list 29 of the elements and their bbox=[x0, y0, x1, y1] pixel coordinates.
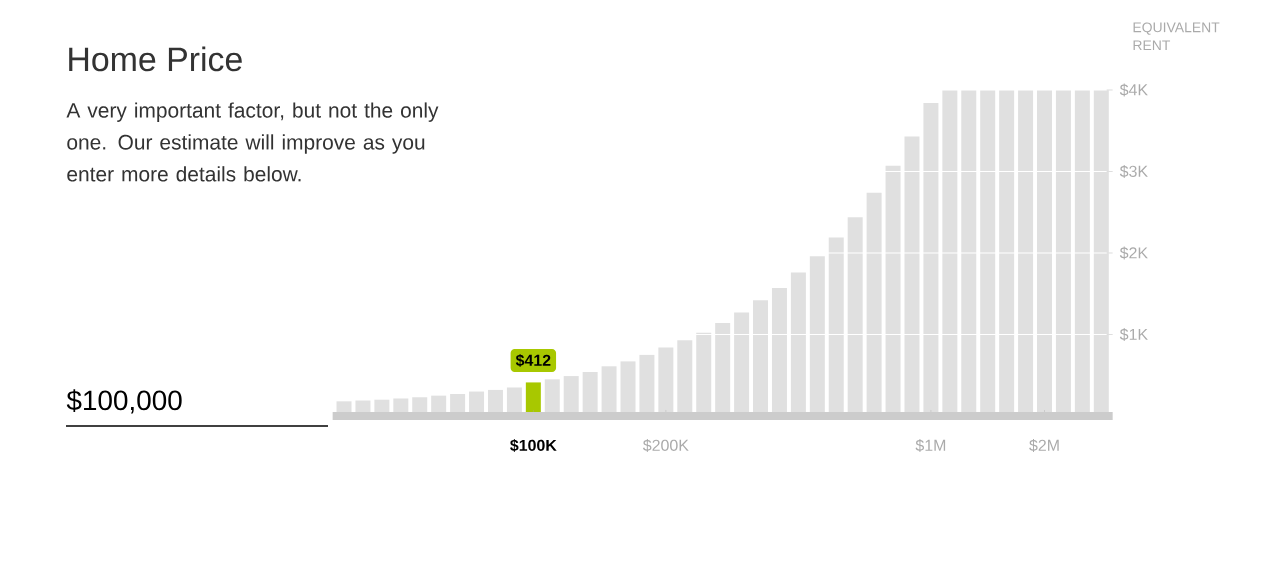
bar bbox=[658, 347, 674, 416]
bar bbox=[771, 288, 787, 416]
bar bbox=[544, 379, 560, 416]
bar bbox=[790, 272, 806, 416]
bar bbox=[601, 366, 617, 416]
bar bbox=[847, 217, 863, 416]
bar bbox=[961, 89, 977, 416]
bar bbox=[999, 89, 1015, 416]
bar bbox=[809, 256, 825, 416]
bar bbox=[677, 340, 693, 416]
bar bbox=[753, 300, 769, 416]
bar bbox=[828, 237, 844, 416]
text: $100,000 bbox=[66, 389, 182, 414]
text: A very important factor, but not the only one. Our estimate will improve as you enter more details below. bbox=[66, 102, 439, 182]
bar bbox=[1018, 89, 1034, 416]
bar bbox=[866, 192, 882, 416]
bar bbox=[1037, 89, 1053, 416]
bar bbox=[715, 323, 731, 416]
chart-title: Home Price bbox=[69, 46, 242, 72]
bar bbox=[696, 332, 712, 416]
bar bbox=[942, 89, 958, 416]
bar bbox=[1074, 89, 1090, 416]
bar bbox=[563, 376, 579, 416]
bar bbox=[1093, 89, 1109, 416]
bar bbox=[582, 371, 598, 416]
bar bbox=[734, 312, 750, 416]
bar bbox=[980, 89, 996, 416]
bar bbox=[1055, 89, 1071, 416]
bar bbox=[923, 103, 939, 416]
